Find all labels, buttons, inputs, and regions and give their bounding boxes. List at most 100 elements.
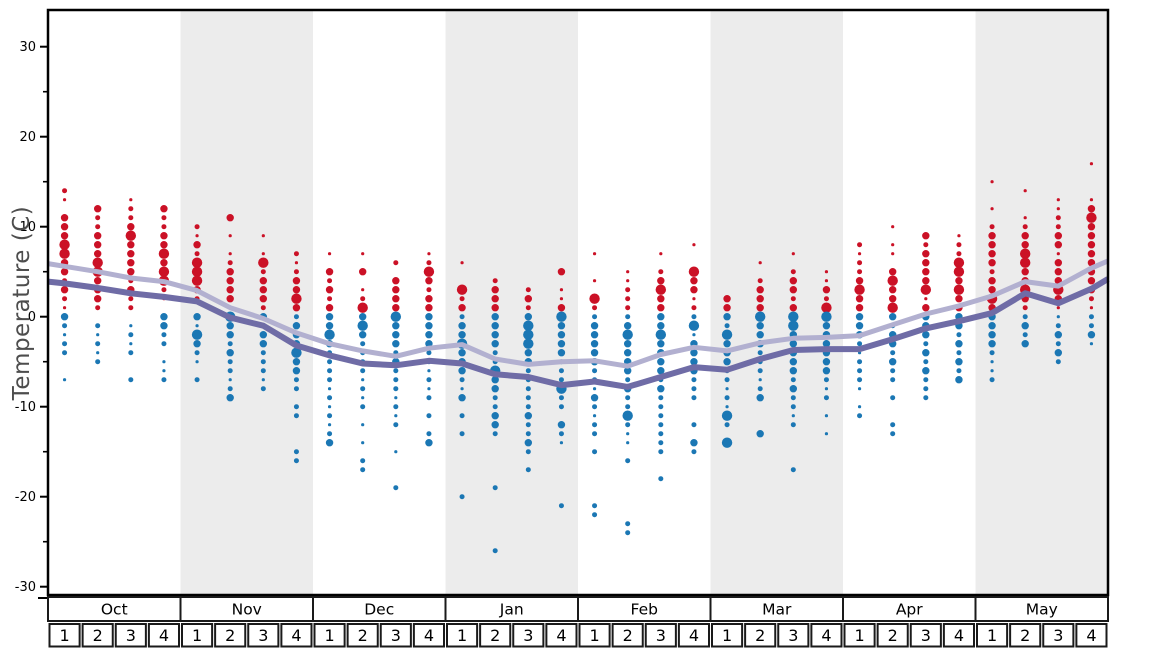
week-cell-Oct-3 [114,623,147,648]
week-label: 1 [722,626,732,645]
month-label-Apr: Apr [896,601,923,619]
week-label: 1 [59,626,69,645]
week-label: 1 [854,626,864,645]
week-cell-Apr-3 [909,623,942,648]
y-tick-label--20: -20 [15,490,36,505]
week-label: 3 [921,626,931,645]
week-label: 2 [755,626,765,645]
dot-column-Oct-4 [158,205,170,383]
week-cell-Apr-4 [942,623,975,648]
week-cell-Feb-4 [677,623,710,648]
month-label-Nov: Nov [232,601,262,619]
y-axis-title: Temperature (C) [9,205,35,401]
dot-column-Mar-1 [721,295,733,448]
week-cell-Feb-1 [578,623,611,648]
week-label: 2 [225,626,235,645]
month-cell-May [974,596,1109,622]
dot-column-Jan-4 [556,268,567,509]
week-label: 2 [358,626,368,645]
month-label-Dec: Dec [364,601,394,619]
upper-mean-line [47,258,1109,369]
week-label: 4 [556,626,566,645]
month-cell-Dec [312,596,447,622]
week-cell-Feb-2 [611,623,644,648]
week-cell-Jan-4 [545,623,578,648]
week-cell-Dec-2 [346,623,379,648]
week-label: 3 [788,626,798,645]
week-cell-May-2 [1009,623,1042,648]
week-label: 1 [589,626,599,645]
month-band-Jan [445,10,578,595]
week-label: 4 [424,626,434,645]
week-label: 3 [523,626,533,645]
week-cell-Oct-1 [48,623,81,648]
week-cell-Mar-1 [711,623,744,648]
week-label: 4 [159,626,169,645]
y-tick-label-0: 0 [28,310,36,325]
month-label-Jan: Jan [499,601,524,619]
dot-column-Apr-2 [887,225,898,437]
week-label: 3 [126,626,136,645]
month-band-Mar [710,10,843,595]
month-cell-Mar [709,596,844,622]
week-cell-Jan-2 [479,623,512,648]
week-label: 4 [689,626,699,645]
dot-column-Dec-1 [324,252,335,447]
month-label-May: May [1026,601,1058,619]
week-cell-Oct-4 [147,623,180,648]
y-tick-label-10: 10 [19,220,36,235]
week-label: 4 [821,626,831,645]
dot-column-Apr-1 [854,242,865,419]
week-cell-May-1 [976,623,1009,648]
week-label: 4 [954,626,964,645]
week-cell-Nov-2 [214,623,247,648]
lower-mean-line [47,276,1110,390]
week-label: 1 [457,626,467,645]
dot-column-Apr-3 [920,232,932,401]
week-cell-Nov-3 [247,623,280,648]
week-cell-Oct-2 [81,623,114,648]
week-label: 2 [93,626,103,645]
week-label: 1 [987,626,997,645]
week-cell-Jan-3 [512,623,545,648]
week-cell-Mar-3 [777,623,810,648]
week-cell-Apr-2 [876,623,909,648]
week-cell-Dec-1 [313,623,346,648]
y-tick-label-30: 30 [19,40,36,55]
week-cell-Mar-2 [744,623,777,648]
week-label: 3 [391,626,401,645]
y-axis-ticks: 30 20 10 0 -10 -20 -30 [15,40,48,595]
week-label: 3 [656,626,666,645]
week-label: 1 [192,626,202,645]
month-band-May [975,10,1108,595]
dot-column-Oct-1 [59,188,70,382]
week-cell-Nov-1 [181,623,214,648]
month-label-Mar: Mar [762,601,792,619]
month-label-Feb: Feb [631,601,658,619]
month-label-Oct: Oct [101,601,128,619]
dot-column-Jan-2 [489,278,501,554]
y-tick-label--10: -10 [15,400,36,415]
dot-column-Feb-3 [655,252,667,482]
week-cell-May-4 [1075,623,1108,648]
week-cell-Feb-3 [644,623,677,648]
week-label: 2 [888,626,898,645]
dot-column-Mar-3 [788,252,799,473]
week-label: 4 [291,626,301,645]
dot-column-Feb-2 [622,270,633,536]
week-label: 2 [623,626,633,645]
dot-column-May-4 [1086,162,1097,346]
week-cell-Dec-4 [412,623,445,648]
dot-column-Oct-3 [125,198,137,383]
week-cell-Nov-4 [280,623,313,648]
dot-column-Dec-4 [423,252,435,447]
week-cell-Mar-4 [810,623,843,648]
week-label: 3 [258,626,268,645]
week-label: 4 [1086,626,1096,645]
week-cell-Apr-1 [843,623,876,648]
month-cell-Oct [47,596,182,622]
month-cell-Jan [444,596,579,622]
dot-column-Dec-3 [390,260,402,491]
